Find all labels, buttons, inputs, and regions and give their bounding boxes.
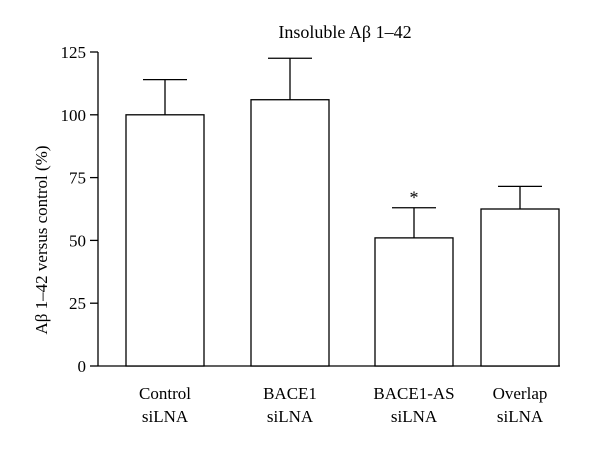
x-tick-label: siLNA (497, 407, 544, 426)
bar (374, 237, 454, 367)
x-tick-labels: Control siLNA BACE1 siLNA BACE1-AS siLNA Overl… (139, 384, 547, 426)
bars (125, 99, 560, 367)
y-ticks: 0 25 50 75 100 125 (61, 43, 98, 376)
x-tick-label: siLNA (391, 407, 438, 426)
y-axis-label: Aβ 1–42 versus control (%) (32, 145, 51, 334)
annotations: * (410, 188, 419, 208)
y-tick-label: 25 (69, 294, 86, 313)
significance-marker: * (410, 188, 419, 208)
y-tick-label: 0 (78, 357, 87, 376)
y-tick-label: 125 (61, 43, 87, 62)
chart-title: Insoluble Aβ 1–42 (278, 22, 411, 42)
y-tick-label: 75 (69, 169, 86, 188)
bar (480, 208, 560, 367)
bar (125, 114, 205, 367)
x-tick-label: Overlap (493, 384, 548, 403)
x-tick-label: BACE1-AS (373, 384, 454, 403)
bar (250, 99, 330, 367)
x-tick-label: BACE1 (263, 384, 317, 403)
error-bars (143, 57, 542, 238)
x-tick-label: Control (139, 384, 191, 403)
x-tick-label: siLNA (267, 407, 314, 426)
y-tick-label: 100 (61, 106, 87, 125)
x-tick-label: siLNA (142, 407, 189, 426)
y-tick-label: 50 (69, 231, 86, 250)
